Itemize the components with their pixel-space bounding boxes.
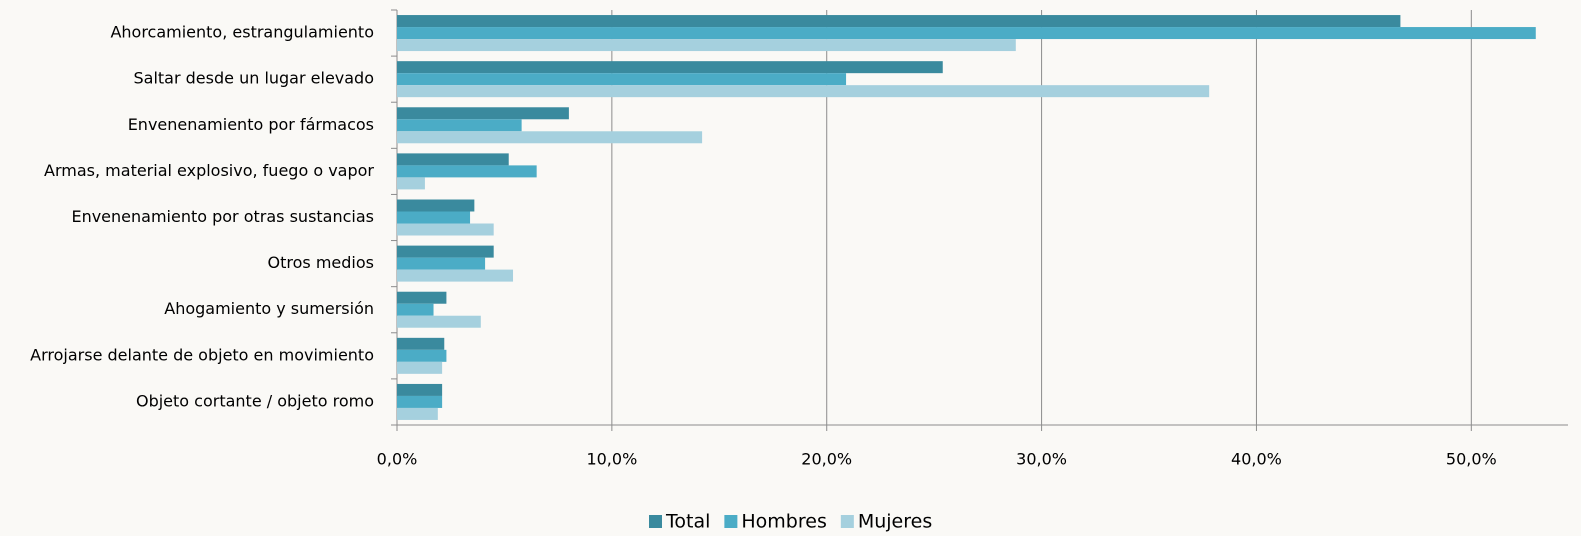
- y-tick-label: Envenenamiento por fármacos: [128, 115, 374, 134]
- bar: [397, 303, 434, 316]
- bar: [397, 245, 494, 258]
- bar: [397, 131, 703, 144]
- legend-label: Total: [665, 511, 710, 533]
- y-tick-label: Saltar desde un lugar elevado: [134, 69, 375, 88]
- x-tick-label: 0,0%: [377, 450, 418, 469]
- legend-label: Mujeres: [858, 511, 932, 533]
- bar: [397, 361, 443, 374]
- bar: [397, 153, 509, 166]
- y-tick-label: Objeto cortante / objeto romo: [136, 391, 374, 410]
- bar: [397, 349, 447, 362]
- bar: [397, 257, 486, 270]
- bar: [397, 383, 443, 396]
- legend-swatch: [840, 515, 854, 528]
- bar: [397, 73, 847, 86]
- bar: [397, 39, 1016, 52]
- y-tick-label: Arrojarse delante de objeto en movimient…: [30, 345, 374, 364]
- bar: [397, 165, 537, 178]
- x-tick-label: 10,0%: [586, 450, 637, 469]
- bar: [397, 395, 443, 408]
- bar: [397, 407, 438, 420]
- bar: [397, 119, 522, 132]
- bar: [397, 211, 471, 224]
- bar: [397, 85, 1210, 98]
- x-tick-label: 20,0%: [801, 450, 852, 469]
- x-tick-label: 40,0%: [1231, 450, 1282, 469]
- legend-swatch: [649, 515, 662, 528]
- y-tick-label: Ahogamiento y sumersión: [164, 299, 374, 318]
- y-tick-label: Envenenamiento por otras sustancias: [71, 207, 374, 226]
- bar: [397, 315, 481, 328]
- y-tick-label: Otros medios: [268, 253, 374, 272]
- legend-swatch: [724, 515, 738, 528]
- bar: [397, 223, 494, 236]
- bar: [397, 61, 943, 74]
- bar: [397, 15, 1401, 28]
- bar: [397, 27, 1536, 40]
- bar: [397, 107, 569, 120]
- bar: [397, 291, 447, 304]
- bar: [397, 269, 514, 282]
- y-tick-label: Armas, material explosivo, fuego o vapor: [44, 161, 374, 180]
- legend-label: Hombres: [741, 511, 826, 533]
- x-tick-label: 30,0%: [1016, 450, 1067, 469]
- x-tick-label: 50,0%: [1446, 450, 1497, 469]
- bar: [397, 177, 425, 190]
- bar: [397, 199, 475, 212]
- y-tick-label: Ahorcamiento, estrangulamiento: [110, 23, 374, 42]
- bar: [397, 337, 445, 350]
